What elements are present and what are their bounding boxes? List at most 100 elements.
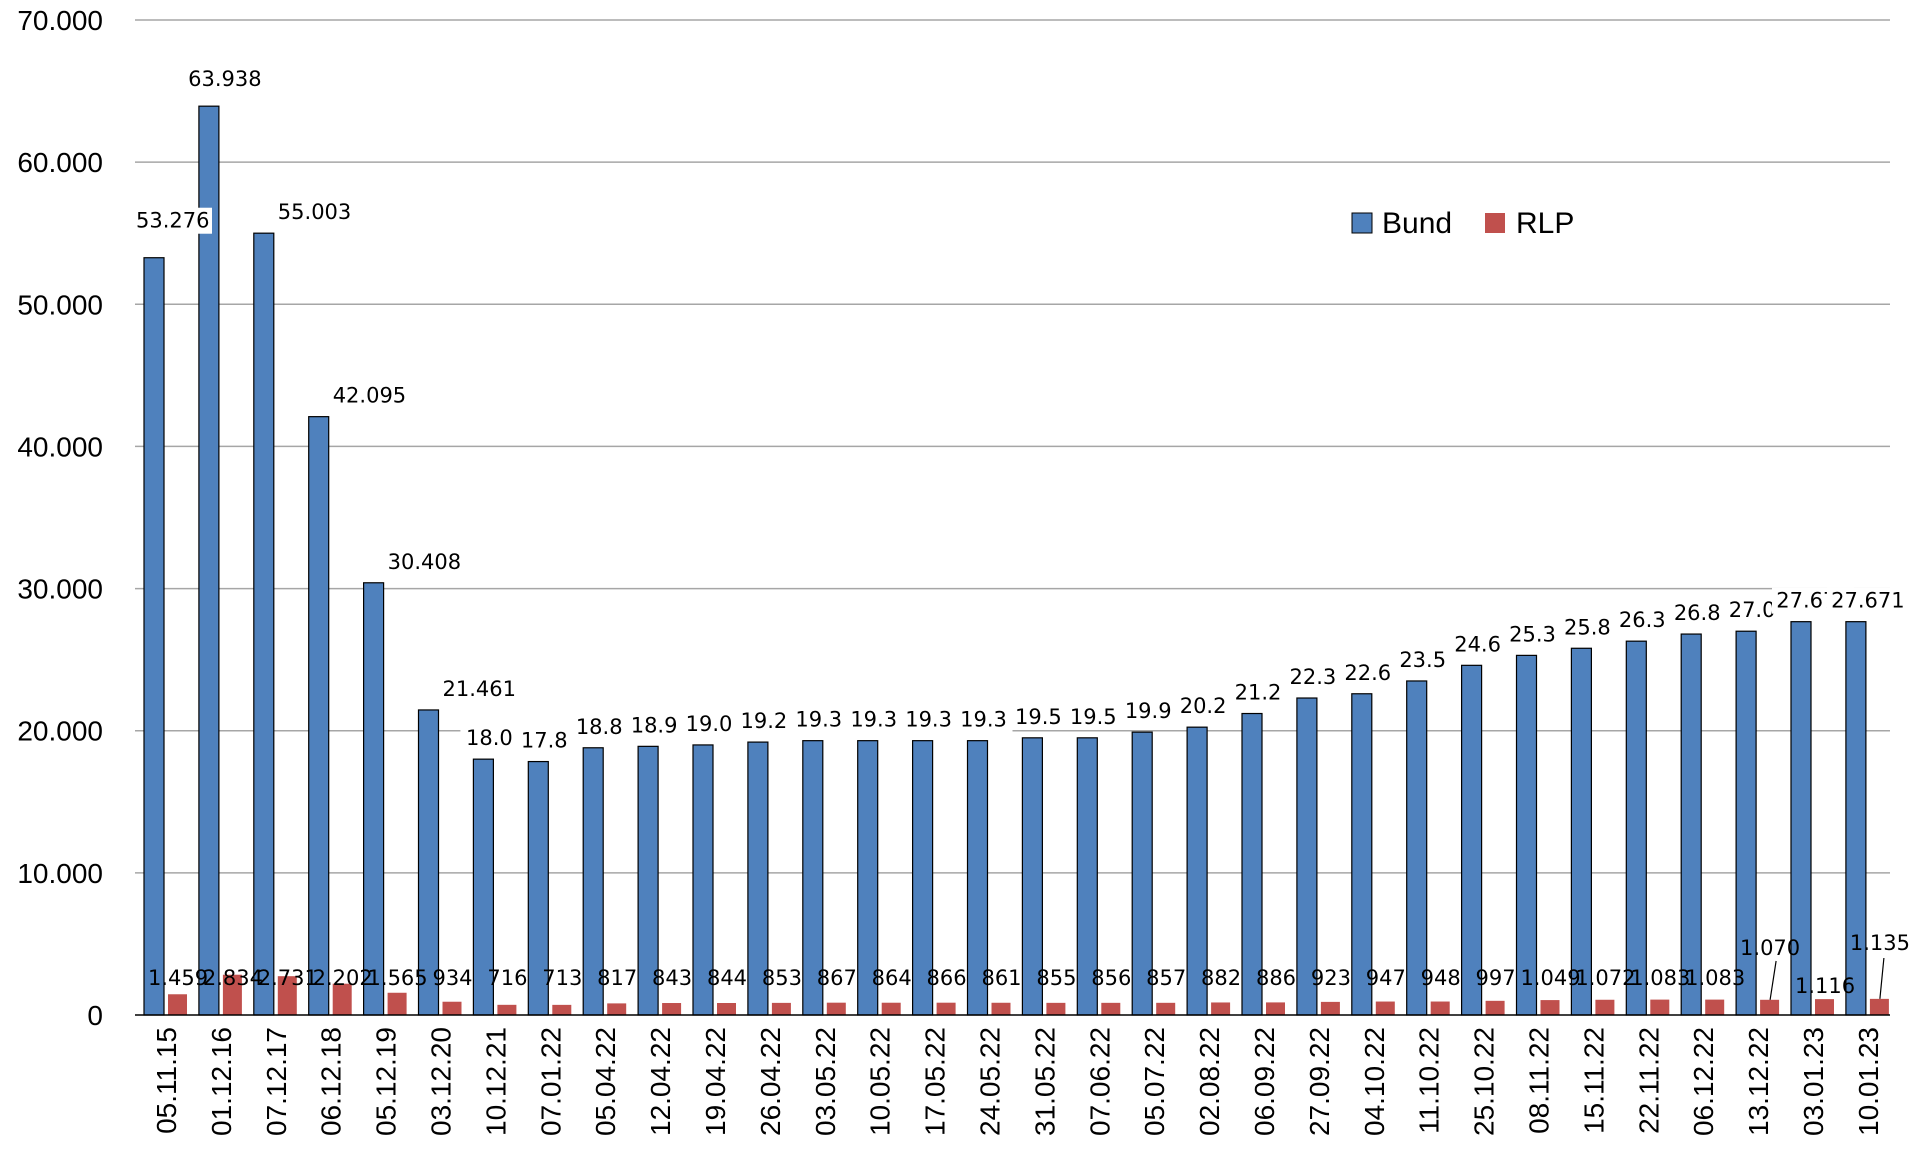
x-category-label: 31.05.22: [1029, 1027, 1060, 1136]
x-category-label: 06.12.22: [1688, 1027, 1719, 1136]
bar-bund: [1625, 640, 1647, 1016]
x-category-label: 25.10.22: [1469, 1027, 1500, 1136]
x-category-label: 10.12.21: [480, 1027, 511, 1136]
bar-rlp: [277, 976, 297, 1015]
data-label-bund: 22.3: [1290, 665, 1337, 689]
data-label-bund: 19.2: [741, 709, 788, 733]
data-label-rlp: 857: [1146, 966, 1186, 990]
data-label-bund: 18.9: [631, 713, 678, 737]
bar-rlp: [771, 1002, 791, 1015]
data-label-bg: [515, 727, 574, 754]
bar-bund: [143, 257, 165, 1016]
x-category-label: 06.09.22: [1249, 1027, 1280, 1136]
data-label-bund: 53.276: [136, 209, 209, 233]
data-label-rlp: 1.083: [1630, 966, 1690, 990]
data-label-bund: 26.8: [1674, 601, 1721, 625]
data-label-bg: [1009, 703, 1068, 730]
bar-rlp: [1650, 999, 1670, 1015]
data-label-bund: 17.8: [521, 729, 568, 753]
x-category-label: 03.05.22: [810, 1027, 841, 1136]
data-label-rlp: 844: [707, 966, 747, 990]
x-category-label: 11.10.22: [1414, 1027, 1445, 1134]
data-label-bund: 27.0: [1729, 598, 1776, 622]
data-label-bg: [954, 706, 1013, 733]
bar-rlp: [991, 1002, 1011, 1015]
bar-rlp: [1375, 1001, 1395, 1015]
bar-bund: [308, 416, 330, 1016]
bar-bund: [253, 232, 275, 1016]
data-label-rlp: 948: [1421, 966, 1461, 990]
bar-bund: [1845, 621, 1867, 1016]
data-label-bund: 18.0: [466, 726, 513, 750]
data-label-rlp: 866: [927, 966, 967, 990]
bar-rlp: [826, 1002, 846, 1015]
bar-rlp: [332, 983, 352, 1015]
y-tick-label: 0: [87, 1000, 103, 1031]
data-label-rlp: 861: [981, 966, 1021, 990]
data-label-bg: [1503, 621, 1562, 648]
data-label-bund: 30.408: [388, 550, 461, 574]
bar-rlp: [222, 974, 242, 1015]
data-label-rlp: 997: [1476, 966, 1516, 990]
data-label-bg: [1448, 631, 1507, 658]
x-category-label: 03.01.23: [1798, 1027, 1829, 1136]
data-label-bg: [789, 706, 848, 733]
data-label-bg: [570, 713, 629, 740]
data-label-rlp: 1.135: [1850, 931, 1910, 955]
y-tick-label: 40.000: [17, 431, 103, 462]
data-label-bund: 23.5: [1399, 648, 1446, 672]
data-label-rlp: 855: [1036, 966, 1076, 990]
data-label-bg: [184, 66, 265, 93]
x-category-label: 26.04.22: [755, 1027, 786, 1136]
data-label-bund: 26.3: [1619, 608, 1666, 632]
data-label-rlp: 1.049: [1520, 966, 1580, 990]
data-label-bund: 21.461: [443, 677, 516, 701]
bar-rlp: [1869, 998, 1889, 1015]
data-label-bund: 25.3: [1509, 622, 1556, 646]
legend-swatch-bund: [1351, 212, 1373, 234]
data-label-rlp: 1.083: [1685, 966, 1745, 990]
x-axis-category-labels: 05.11.15 01.12.16 07.12.17 06.12.18 05.12.19…: [151, 1027, 1884, 1136]
data-label-rlp: 1.459: [148, 966, 208, 990]
data-label-rlp: 923: [1311, 966, 1351, 990]
data-label-bg: [1174, 693, 1233, 720]
data-label-rlp: 716: [487, 966, 527, 990]
y-tick-label: 20.000: [17, 716, 103, 747]
data-label-bg: [899, 706, 958, 733]
x-category-label: 07.01.22: [535, 1027, 566, 1136]
bar-rlp: [1705, 999, 1725, 1015]
bar-rlp: [442, 1001, 462, 1015]
bar-rlp: [168, 994, 187, 1015]
data-label-bund: 27.671: [1831, 589, 1904, 613]
bar-rlp: [1540, 1000, 1560, 1015]
data-label-bg: [383, 548, 464, 575]
data-label-rlp: 882: [1201, 966, 1241, 990]
bar-rlp: [1760, 999, 1780, 1015]
data-label-bg: [273, 199, 354, 226]
data-label-bg: [734, 708, 793, 735]
leader-line: [1879, 957, 1885, 999]
data-label-rlp: 1.070: [1740, 936, 1800, 960]
x-category-label: 04.10.22: [1359, 1027, 1390, 1136]
x-category-label: 13.12.22: [1743, 1027, 1774, 1136]
x-category-label: 19.04.22: [700, 1027, 731, 1136]
data-label-bund: 24.6: [1454, 632, 1501, 656]
data-label-rlp: 1.116: [1795, 974, 1855, 998]
bar-rlp: [1046, 1002, 1066, 1015]
data-label-bund: 19.3: [905, 708, 952, 732]
data-label-bund: 22.6: [1344, 661, 1391, 685]
data-label-bund: 19.3: [795, 708, 842, 732]
data-label-bg: [1668, 600, 1727, 627]
data-label-rlp: 2.202: [313, 966, 373, 990]
data-label-rlp: 934: [432, 966, 472, 990]
data-label-bund: 63.938: [188, 67, 261, 91]
data-label-rlp: 856: [1091, 966, 1131, 990]
legend-label-bund: Bund: [1382, 207, 1452, 240]
y-tick-label: 10.000: [17, 858, 103, 889]
bar-rlp: [552, 1004, 572, 1015]
data-label-bg: [1283, 664, 1342, 691]
x-category-label: 15.11.22: [1578, 1027, 1609, 1134]
data-label-rlp: 2.731: [258, 966, 318, 990]
x-category-label: 02.08.22: [1194, 1027, 1225, 1136]
legend: Bund RLP: [1351, 207, 1574, 240]
